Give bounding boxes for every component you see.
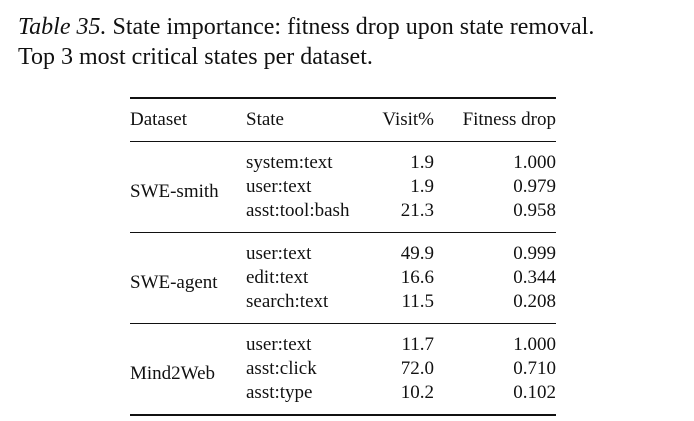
table-row: asst:type 10.2 0.102 xyxy=(130,381,556,416)
state-importance-table: Dataset State Visit% Fitness drop SWE-sm… xyxy=(130,97,556,416)
table-row: Mind2Web user:text 11.7 1.000 xyxy=(130,323,556,416)
fitness-cell: 1.000 xyxy=(513,334,556,355)
state-cell: user:text xyxy=(246,176,312,197)
dataset-cell: Mind2Web xyxy=(130,323,246,416)
state-cell: user:text xyxy=(246,334,312,355)
visit-cell: 72.0 xyxy=(400,358,434,379)
table-row: user:text 1.9 0.979 xyxy=(130,175,556,199)
visit-cell: 11.7 xyxy=(401,334,434,355)
fitness-cell: 0.208 xyxy=(434,290,556,324)
table-container: Dataset State Visit% Fitness drop SWE-sm… xyxy=(130,97,556,416)
fitness-cell: 0.958 xyxy=(434,199,556,233)
visit-cell: 1.9 xyxy=(410,176,434,197)
fitness-cell: 0.344 xyxy=(513,267,556,288)
table-row: asst:tool:bash 21.3 0.958 xyxy=(130,199,556,233)
table-row: asst:click 72.0 0.710 xyxy=(130,357,556,381)
table-caption: Table 35. State importance: fitness drop… xyxy=(18,12,688,72)
dataset-cell: SWE-agent xyxy=(130,232,246,324)
header-dataset: Dataset xyxy=(130,97,246,142)
visit-cell: 10.2 xyxy=(368,381,434,416)
table-row: search:text 11.5 0.208 xyxy=(130,290,556,324)
visit-cell: 21.3 xyxy=(368,199,434,233)
caption-line-1: Table 35. State importance: fitness drop… xyxy=(18,12,688,42)
header-visit: Visit% xyxy=(368,97,434,142)
state-cell: user:text xyxy=(246,243,312,264)
table-row: SWE-smith system:text 1.9 1.000 xyxy=(130,141,556,233)
visit-cell: 49.9 xyxy=(400,243,434,264)
state-cell: search:text xyxy=(246,290,368,324)
fitness-cell: 0.102 xyxy=(434,381,556,416)
state-cell: system:text xyxy=(246,152,333,173)
dataset-cell: SWE-smith xyxy=(130,141,246,233)
caption-line-2: Top 3 most critical states per dataset. xyxy=(18,44,373,70)
caption-label: Table 35. xyxy=(18,14,107,40)
header-fitness-drop: Fitness drop xyxy=(434,97,556,142)
table-row: SWE-agent user:text 49.9 0.999 xyxy=(130,232,556,324)
visit-cell: 1.9 xyxy=(410,152,434,173)
fitness-cell: 0.979 xyxy=(513,176,556,197)
visit-cell: 11.5 xyxy=(368,290,434,324)
header-row: Dataset State Visit% Fitness drop xyxy=(130,97,556,142)
fitness-cell: 1.000 xyxy=(513,152,556,173)
state-cell: asst:type xyxy=(246,381,368,416)
fitness-cell: 0.999 xyxy=(513,243,556,264)
caption-text: State importance: fitness drop upon stat… xyxy=(106,14,595,40)
table-row: edit:text 16.6 0.344 xyxy=(130,266,556,290)
header-state: State xyxy=(246,97,368,142)
state-cell: asst:click xyxy=(246,358,317,379)
visit-cell: 16.6 xyxy=(400,267,434,288)
state-cell: asst:tool:bash xyxy=(246,199,368,233)
state-cell: edit:text xyxy=(246,267,309,288)
fitness-cell: 0.710 xyxy=(513,358,556,379)
